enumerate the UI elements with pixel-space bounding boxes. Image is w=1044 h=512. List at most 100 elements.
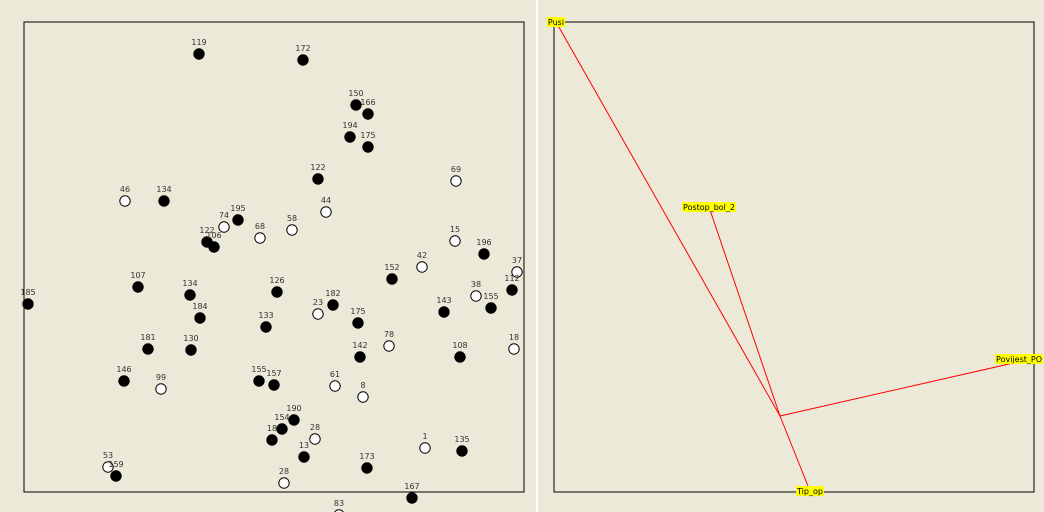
point-label: 74 [219, 211, 229, 220]
right-biplot-panel: Pusi Postop_bol_2 Povijest_PO Tip_op [538, 0, 1044, 512]
point-label: 135 [454, 435, 469, 444]
data-point [387, 274, 397, 284]
data-point [261, 322, 271, 332]
data-point [23, 299, 33, 309]
data-point [313, 309, 323, 319]
data-point [298, 55, 308, 65]
point-label: 181 [140, 333, 155, 342]
data-point [186, 345, 196, 355]
variable-vector [780, 416, 810, 491]
point-label: 122 [310, 163, 325, 172]
point-label: 134 [182, 279, 197, 288]
point-label: 28 [279, 467, 289, 476]
plot-frame [554, 22, 1034, 492]
point-label: 38 [471, 280, 481, 289]
point-label: 182 [325, 289, 340, 298]
point-label: 146 [116, 365, 131, 374]
point-label: 78 [384, 330, 394, 339]
data-point [439, 307, 449, 317]
point-label: 68 [255, 222, 265, 231]
data-point [209, 242, 219, 252]
point-label: 175 [360, 131, 375, 140]
data-point [451, 176, 461, 186]
point-label: 190 [286, 404, 301, 413]
data-point [330, 381, 340, 391]
point-label: 185 [20, 288, 35, 297]
point-label: 155 [251, 365, 266, 374]
variable-vector [709, 207, 780, 416]
scatter-plot: 119172150166194175122 6946 134441957468581… [0, 0, 536, 512]
point-label: 159 [108, 460, 123, 469]
point-label: 15 [450, 225, 460, 234]
data-point [299, 452, 309, 462]
variable-label-text: Povijest_PO [996, 355, 1042, 364]
point-label: 18 [509, 333, 519, 342]
data-point [457, 446, 467, 456]
data-point [450, 236, 460, 246]
variable-label: Pusi [547, 17, 565, 27]
data-point [455, 352, 465, 362]
point-label: 28 [310, 423, 320, 432]
data-point [267, 435, 277, 445]
data-point [358, 392, 368, 402]
data-point [255, 233, 265, 243]
point-label: 150 [348, 89, 363, 98]
data-point [313, 174, 323, 184]
data-point [417, 262, 427, 272]
point-label: 107 [130, 271, 145, 280]
variable-label-text: Pusi [548, 18, 564, 27]
point-label: 167 [404, 482, 419, 491]
data-point [407, 493, 417, 503]
data-point [277, 424, 287, 434]
point-label: 166 [360, 98, 375, 107]
left-scatter-panel: 119 172 150 166 194 175 122 69 46 134 44 195 74 68 58 1… [0, 0, 536, 512]
data-point [384, 341, 394, 351]
data-point [156, 384, 166, 394]
data-point [120, 196, 130, 206]
point-label: 23 [313, 298, 323, 307]
data-point [119, 376, 129, 386]
point-label: 99 [156, 373, 166, 382]
data-point [363, 142, 373, 152]
point-label: 42 [417, 251, 427, 260]
point-label: 143 [436, 296, 451, 305]
point-label: 53 [103, 451, 113, 460]
data-point [159, 196, 169, 206]
data-point [362, 463, 372, 473]
point-label: 157 [266, 369, 281, 378]
data-point [509, 344, 519, 354]
data-point [486, 303, 496, 313]
data-point [363, 109, 373, 119]
variable-label: Povijest_PO [995, 354, 1043, 364]
point-label: 155 [483, 292, 498, 301]
variable-vector [780, 359, 1031, 416]
point-label: 173 [359, 452, 374, 461]
point-label: 112 [504, 274, 519, 283]
data-point [353, 318, 363, 328]
point-label: 130 [183, 334, 198, 343]
data-point [185, 290, 195, 300]
point-label: 126 [269, 276, 284, 285]
point-label: 61 [330, 370, 340, 379]
point-label: 152 [384, 263, 399, 272]
point-label: 172 [295, 44, 310, 53]
point-label: 44 [321, 196, 331, 205]
data-point [310, 434, 320, 444]
point-label: 184 [192, 302, 207, 311]
data-point [272, 287, 282, 297]
data-point [111, 471, 121, 481]
point-label: 18 [267, 424, 277, 433]
point-label: 46 [120, 185, 130, 194]
data-point [279, 478, 289, 488]
data-point [507, 285, 517, 295]
point-label: 13 [299, 441, 309, 450]
point-label: 196 [476, 238, 491, 247]
point-label: 8 [360, 381, 365, 390]
point-label: 133 [258, 311, 273, 320]
point-label: 134 [156, 185, 171, 194]
data-point [269, 380, 279, 390]
point-label: 154 [274, 413, 289, 422]
point-label: 142 [352, 341, 367, 350]
point-label: 108 [452, 341, 467, 350]
variable-label: Tip_op [796, 486, 824, 496]
